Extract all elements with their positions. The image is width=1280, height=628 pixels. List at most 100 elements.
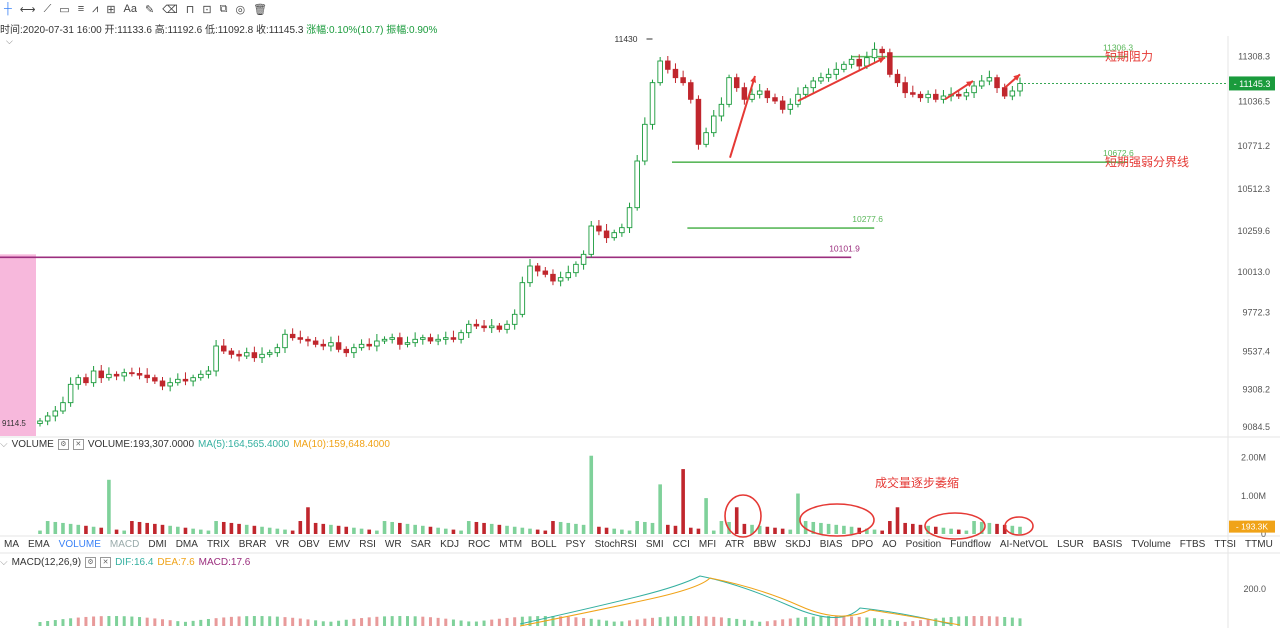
macd-tick-label: 200.0 xyxy=(1243,584,1266,594)
close-icon[interactable]: ✕ xyxy=(72,438,84,450)
indicator-tab[interactable]: DPO xyxy=(851,539,874,550)
candle xyxy=(213,345,219,372)
indicator-tab[interactable]: KDJ xyxy=(440,539,460,550)
indicator-tab[interactable]: VR xyxy=(275,539,290,550)
settings-icon[interactable]: ⚙ xyxy=(57,438,69,450)
indicator-tab[interactable]: BASIS xyxy=(1092,539,1123,550)
hide-icon[interactable]: ◎ xyxy=(235,3,246,16)
volume-bar xyxy=(283,529,287,534)
delete-icon[interactable]: 🗑 xyxy=(253,3,268,16)
macd-bar xyxy=(589,618,593,626)
indicator-tab[interactable]: TRIX xyxy=(206,539,230,550)
indicator-tab[interactable]: VOLUME xyxy=(58,539,101,550)
highlight-zone xyxy=(0,254,36,436)
volume-bar xyxy=(122,530,127,534)
indicator-tab[interactable]: OBV xyxy=(298,539,320,550)
level-label: 10101.9 xyxy=(829,243,860,253)
wave-icon[interactable]: ⩘ xyxy=(92,2,99,15)
candle xyxy=(856,58,862,67)
trend-line-icon[interactable]: ⟋ xyxy=(43,2,52,15)
volume-bar xyxy=(566,522,571,534)
macd-bar xyxy=(750,620,754,626)
indicator-tab[interactable]: EMV xyxy=(328,539,351,550)
candle xyxy=(596,225,602,232)
indicator-tab[interactable]: MFI xyxy=(698,539,717,550)
brush-icon[interactable]: ✎ xyxy=(145,3,155,16)
volume-bar xyxy=(252,525,257,534)
level-note: 短期阻力 xyxy=(1105,50,1153,64)
indicator-tab[interactable]: MTM xyxy=(499,539,523,550)
macd-bar xyxy=(635,619,639,626)
indicator-tab[interactable]: Fundflow xyxy=(950,539,991,550)
clone-icon[interactable]: ⧉ xyxy=(219,2,228,15)
macd-bar xyxy=(283,617,287,626)
horizontal-line-icon[interactable]: ⟷ xyxy=(19,3,36,16)
collapse-chevron-icon[interactable]: ⌵ xyxy=(6,36,13,46)
indicator-tab[interactable]: SMI xyxy=(645,539,664,550)
y-tick-label: 10259.6 xyxy=(1237,226,1270,236)
parallel-lines-icon[interactable]: ≡ xyxy=(77,3,85,15)
volume-bar xyxy=(505,525,509,534)
macd-bar xyxy=(329,621,333,626)
info-change: 涨幅:0.10%(10.7) xyxy=(306,25,384,36)
macd-bar xyxy=(689,616,693,626)
volume-bar xyxy=(826,523,831,534)
indicator-tab[interactable]: DMA xyxy=(175,539,198,550)
candle xyxy=(511,313,518,325)
y-tick-label: 10013.0 xyxy=(1237,267,1270,277)
indicator-tab[interactable]: ATR xyxy=(725,539,745,550)
indicator-tab[interactable]: BOLL xyxy=(531,539,557,550)
indicator-tab[interactable]: WR xyxy=(384,539,402,550)
indicator-tab[interactable]: SAR xyxy=(410,539,432,550)
indicator-tab[interactable]: PSY xyxy=(565,539,586,550)
indicator-tab[interactable]: TTSI xyxy=(1214,539,1237,550)
macd-bar xyxy=(834,616,838,626)
price-chart[interactable]: 11308.3 11036.5 10771.2 10512.3 10259.6 10013… xyxy=(0,36,1280,628)
lock-icon[interactable]: ⊡ xyxy=(202,3,212,16)
indicator-tab[interactable]: CCI xyxy=(672,539,690,550)
macd-bar xyxy=(888,619,892,626)
indicator-tab[interactable]: EMA xyxy=(28,539,50,550)
indicator-tab[interactable]: BIAS xyxy=(819,539,843,550)
volume-bar xyxy=(635,521,639,534)
indicator-tab[interactable]: RSI xyxy=(359,539,376,550)
indicator-tab[interactable]: FTBS xyxy=(1179,539,1206,550)
volume-bar xyxy=(344,526,349,534)
measure-icon[interactable]: ⊞ xyxy=(106,3,116,16)
volume-bar xyxy=(711,530,716,534)
indicator-tab[interactable]: SKDJ xyxy=(785,539,811,550)
volume-bar xyxy=(474,521,479,534)
text-icon[interactable]: Aa xyxy=(123,3,138,15)
indicator-tab[interactable]: DMI xyxy=(148,539,167,550)
candle xyxy=(672,68,679,79)
volume-circle xyxy=(924,512,986,540)
candle xyxy=(205,370,212,375)
last-price-label: - 11145.3 xyxy=(1234,79,1271,89)
indicator-tab[interactable]: Position xyxy=(905,539,942,550)
macd-bar xyxy=(122,616,126,626)
indicator-tab[interactable]: BBW xyxy=(753,539,777,550)
indicator-tab[interactable]: AI-NetVOL xyxy=(999,539,1049,550)
indicator-tab[interactable]: LSUR xyxy=(1057,539,1084,550)
indicator-tab[interactable]: MACD xyxy=(109,539,140,550)
candle xyxy=(986,77,993,82)
rectangle-icon[interactable]: ▭ xyxy=(59,3,70,16)
indicator-tab[interactable]: TTMU xyxy=(1245,539,1273,550)
macd-bar xyxy=(428,617,432,626)
candle xyxy=(236,353,242,357)
eraser-icon[interactable]: ⌫ xyxy=(162,3,178,16)
indicator-tab[interactable]: StochRSI xyxy=(594,539,637,550)
indicator-tab[interactable]: AO xyxy=(882,539,897,550)
indicator-tab[interactable]: MA xyxy=(4,539,19,550)
indicator-tab[interactable]: BRAR xyxy=(238,539,267,550)
crosshair-icon[interactable]: ┼ xyxy=(4,3,12,15)
volume-bar xyxy=(1010,525,1015,534)
close-icon[interactable]: ✕ xyxy=(100,556,112,568)
magnet-icon[interactable]: ⊓ xyxy=(185,3,195,16)
candle xyxy=(175,378,181,384)
settings-icon[interactable]: ⚙ xyxy=(85,556,97,568)
level-note: 短期强弱分界线 xyxy=(1105,155,1189,169)
macd-bar xyxy=(245,616,249,626)
indicator-tab[interactable]: TVolume xyxy=(1131,539,1171,550)
indicator-tab[interactable]: ROC xyxy=(468,539,491,550)
